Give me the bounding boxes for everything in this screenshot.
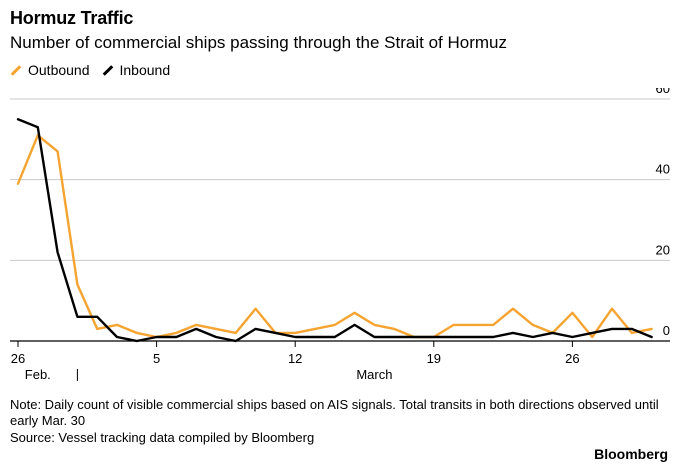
legend-item-inbound: Inbound	[102, 62, 171, 78]
month-label-1: March	[356, 367, 392, 382]
legend: Outbound Inbound	[10, 62, 182, 78]
x-tick-label-0: 26	[11, 351, 25, 366]
y-tick-label-0: 0	[663, 323, 670, 338]
chart-source: Source: Vessel tracking data compiled by…	[10, 430, 315, 445]
legend-item-outbound: Outbound	[10, 62, 90, 78]
y-tick-label-40: 40	[656, 162, 670, 177]
bloomberg-logo: Bloomberg	[594, 446, 668, 462]
chart-note: Note: Daily count of visible commercial …	[10, 397, 659, 428]
x-tick-label-21: 19	[427, 351, 441, 366]
legend-swatch-inbound	[102, 64, 113, 76]
month-label-0: Feb.	[25, 367, 51, 382]
legend-swatch-outbound	[10, 64, 22, 76]
series-line-inbound	[16, 118, 653, 343]
x-tick-label-28: 26	[565, 351, 579, 366]
y-tick-label-60: 60	[656, 88, 670, 96]
series-line-outbound	[16, 134, 653, 339]
chart-subtitle: Number of commercial ships passing throu…	[10, 33, 507, 52]
legend-label-outbound: Outbound	[28, 62, 90, 78]
x-tick-label-7: 5	[153, 351, 160, 366]
legend-label-inbound: Inbound	[119, 62, 171, 78]
chart-title: Hormuz Traffic	[10, 8, 134, 28]
y-tick-label-20: 20	[656, 242, 670, 257]
x-tick-label-14: 12	[288, 351, 302, 366]
